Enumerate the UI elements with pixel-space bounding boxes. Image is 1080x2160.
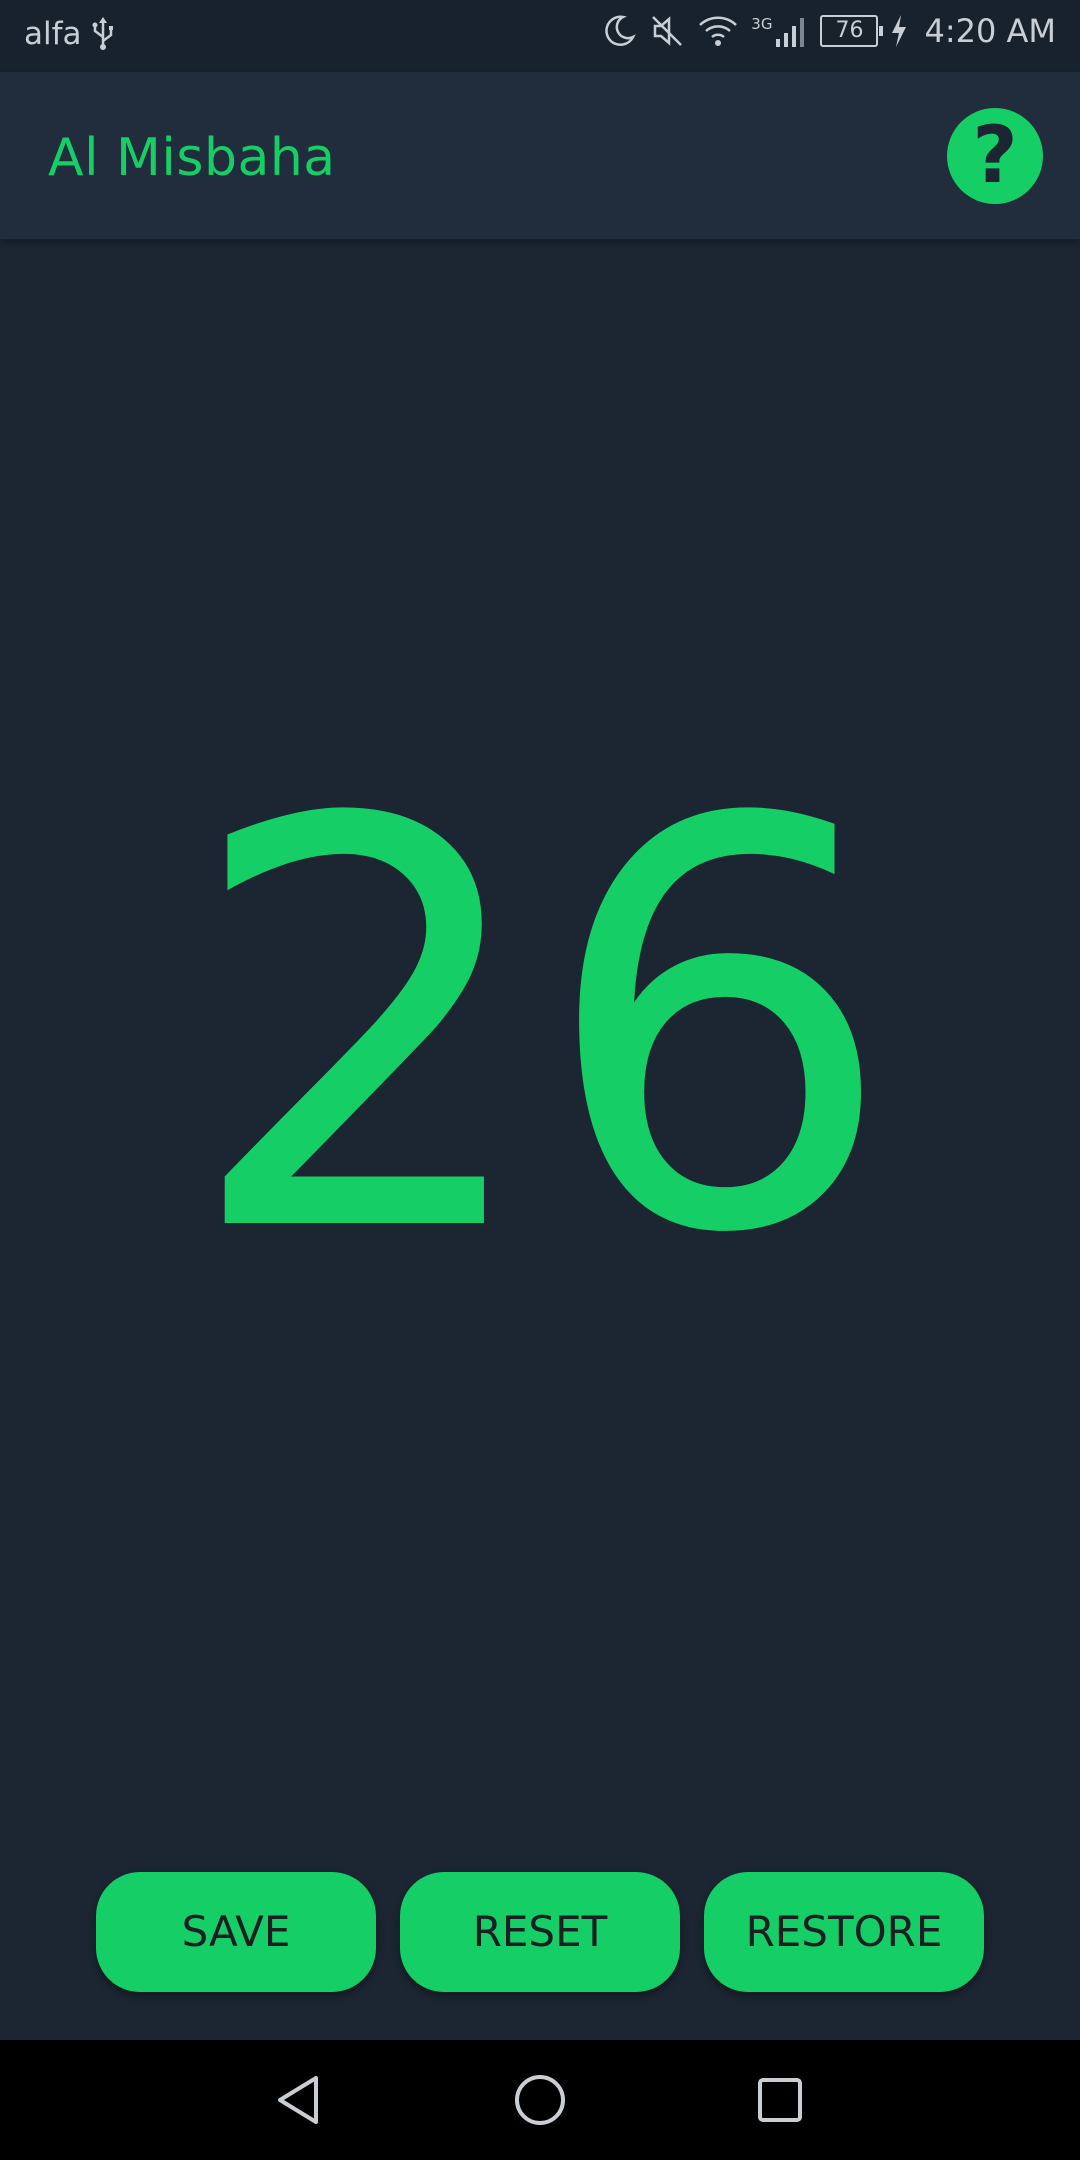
save-button[interactable]: SAVE <box>96 1872 376 1992</box>
mute-icon <box>649 13 685 49</box>
reset-button[interactable]: RESET <box>400 1872 680 1992</box>
signal-icon: 3G <box>751 15 808 47</box>
counter-display[interactable]: 26 <box>183 704 897 1356</box>
help-button[interactable]: ? <box>947 108 1043 204</box>
home-icon <box>515 2075 565 2125</box>
app-title: Al Misbaha <box>48 128 336 188</box>
charging-icon <box>890 15 908 47</box>
status-time: 4:20 AM <box>924 12 1056 50</box>
status-right: 3G 76 4:20 AM <box>601 12 1056 50</box>
restore-button[interactable]: RESTORE <box>704 1872 984 1992</box>
back-button[interactable] <box>260 2060 340 2140</box>
app-bar: Al Misbaha ? <box>0 72 1080 239</box>
back-icon <box>278 2076 318 2124</box>
status-left: alfa <box>24 16 114 52</box>
wifi-icon <box>697 13 739 49</box>
carrier-name: alfa <box>24 16 82 52</box>
usb-icon <box>92 17 114 51</box>
battery-icon: 76 <box>820 15 884 47</box>
status-bar: alfa <box>0 0 1080 72</box>
battery-level: 76 <box>835 18 864 43</box>
question-mark-icon: ? <box>972 111 1018 201</box>
home-button[interactable] <box>500 2060 580 2140</box>
recents-icon <box>758 2078 802 2122</box>
recents-button[interactable] <box>740 2060 820 2140</box>
navigation-bar <box>0 2040 1080 2160</box>
moon-icon <box>601 13 637 49</box>
network-type: 3G <box>751 15 773 33</box>
